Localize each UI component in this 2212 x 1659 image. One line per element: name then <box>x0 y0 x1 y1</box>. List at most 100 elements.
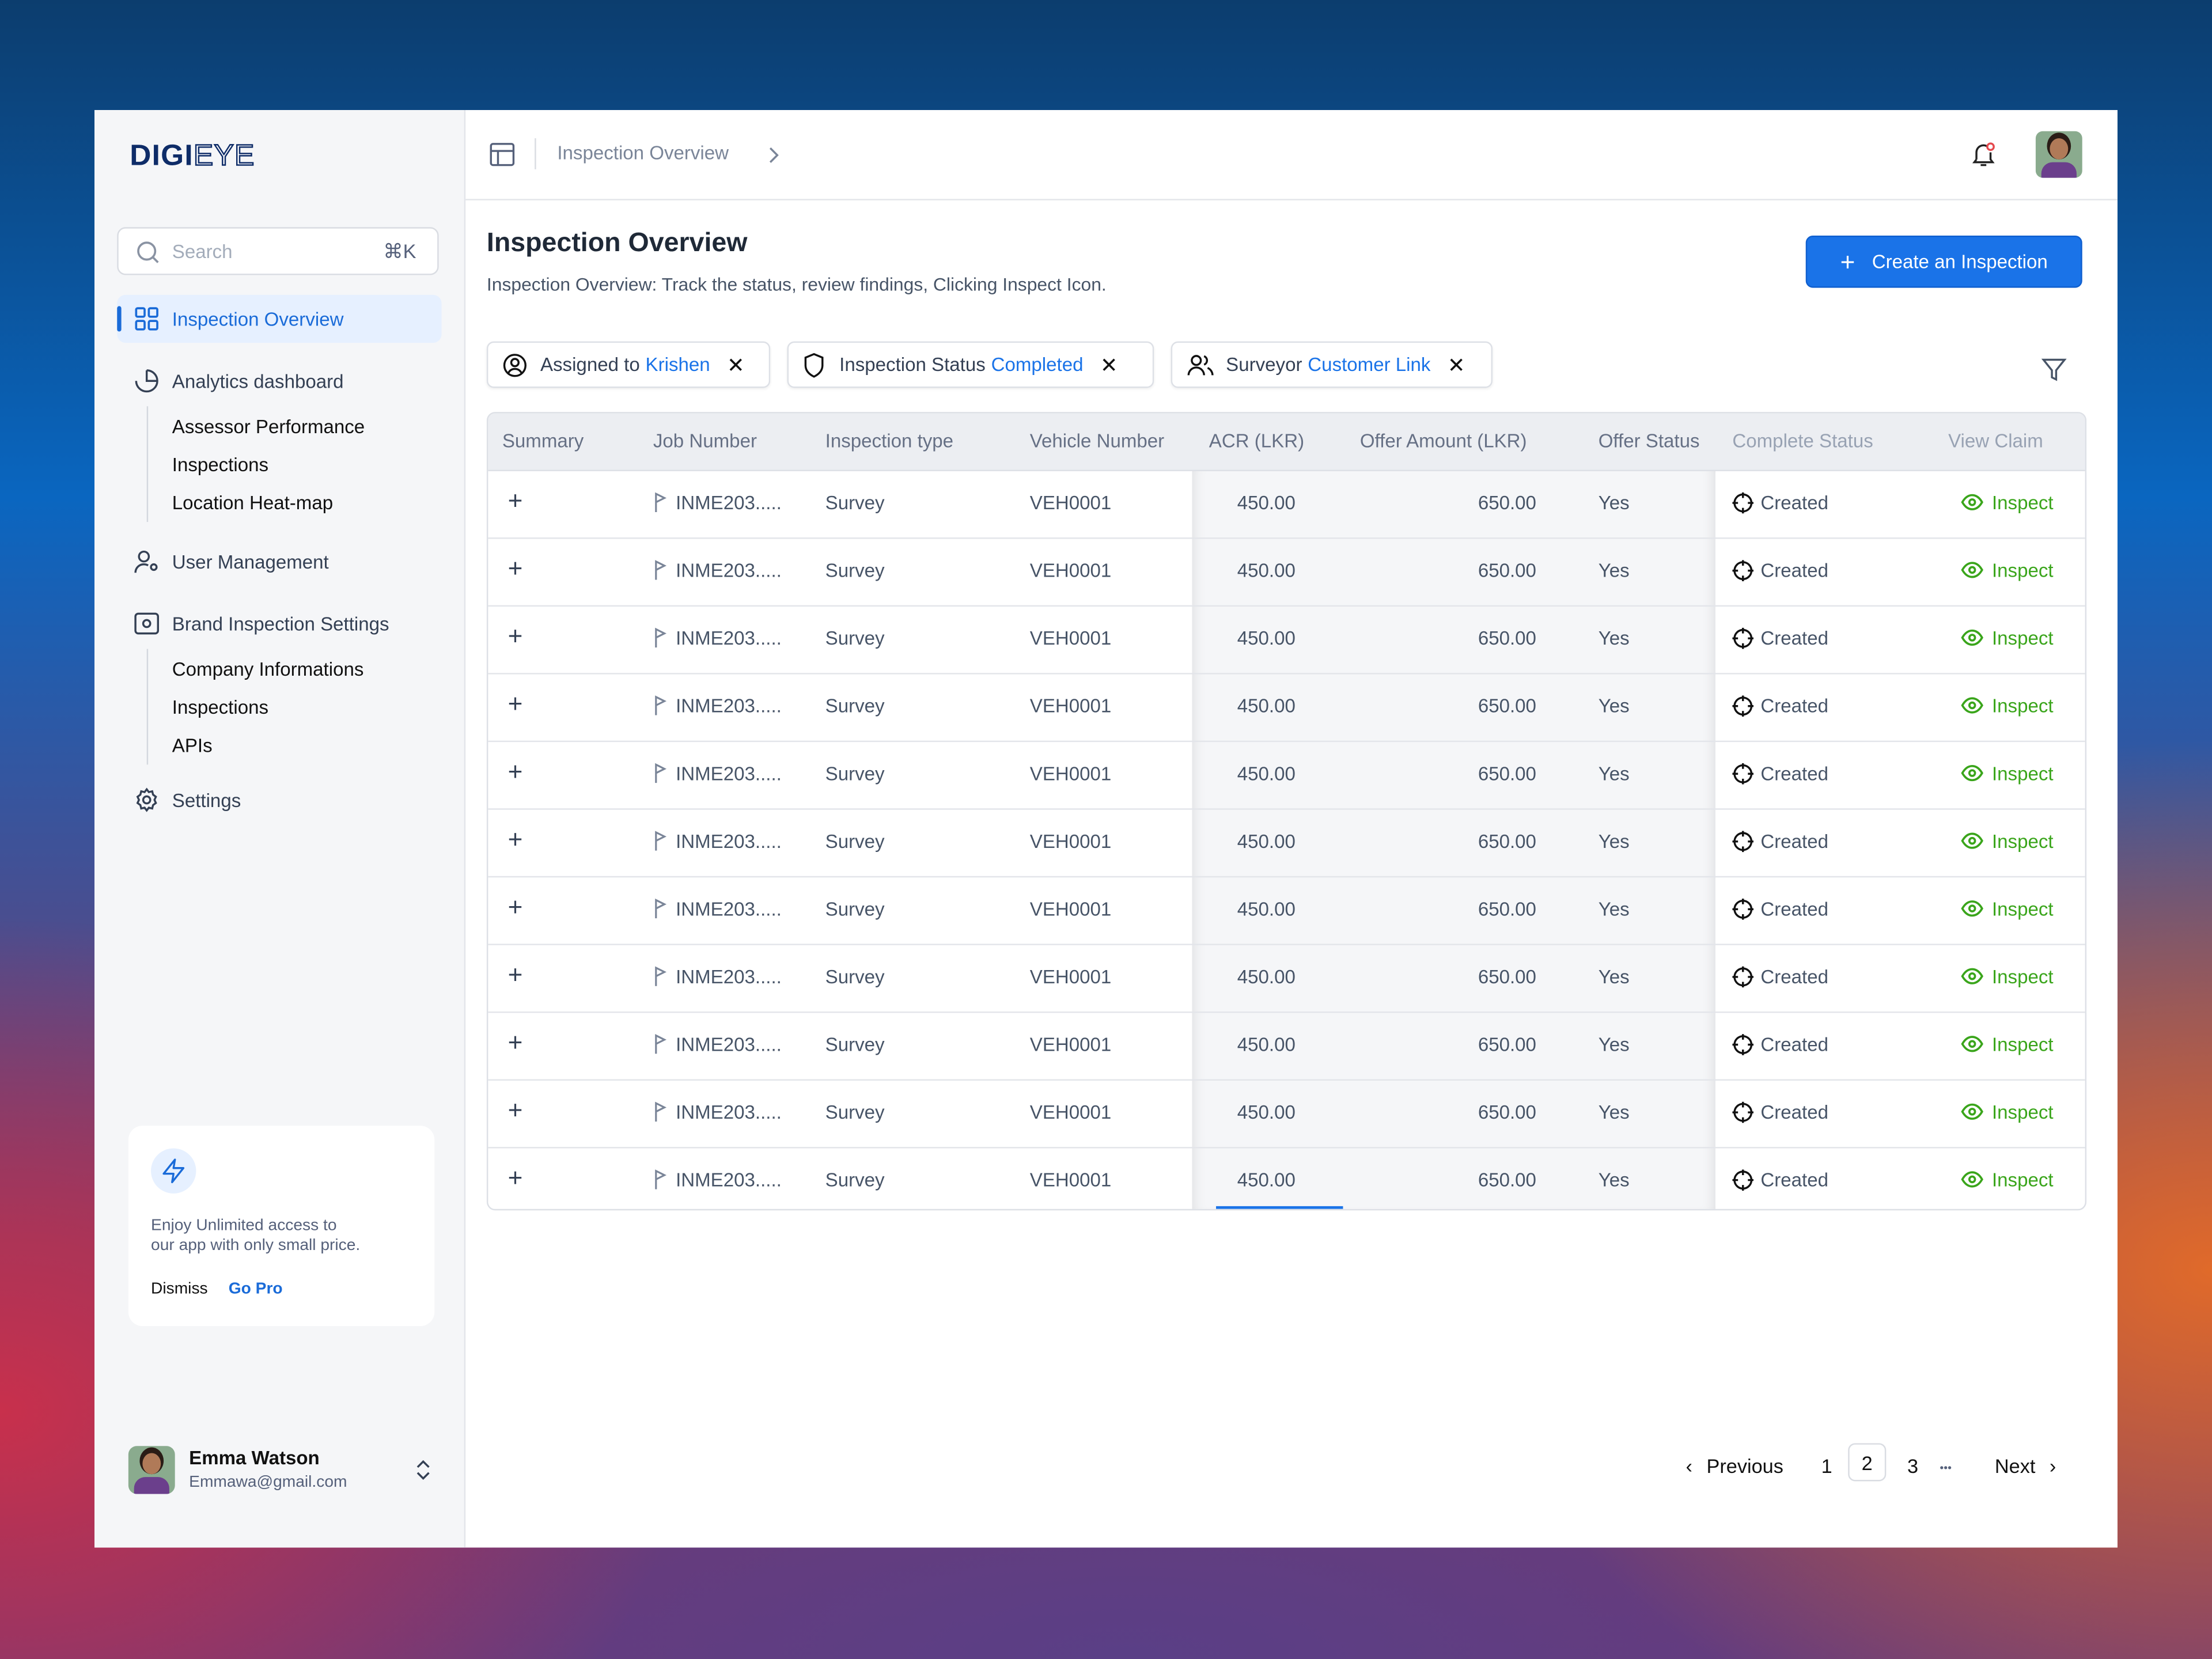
inspect-button[interactable]: Inspect <box>1961 763 2054 785</box>
column-header[interactable]: Offer Amount (LKR) <box>1359 430 1527 452</box>
filter-chip-surveyor[interactable]: Surveyor Customer Link ✕ <box>1171 341 1493 388</box>
column-header[interactable]: Inspection type <box>825 430 954 452</box>
job-number-cell[interactable]: INME203..... <box>653 492 782 513</box>
page-2-button[interactable]: 2 <box>1848 1443 1887 1482</box>
filter-icon[interactable] <box>2041 357 2067 382</box>
breadcrumb[interactable]: Inspection Overview <box>557 142 729 164</box>
job-number-cell[interactable]: INME203..... <box>653 695 782 717</box>
column-header[interactable]: Job Number <box>653 430 757 452</box>
column-header[interactable]: Complete Status <box>1732 430 1873 452</box>
offer-amount-cell: 650.00 <box>1478 695 1536 717</box>
close-icon[interactable]: ✕ <box>727 353 745 378</box>
sidebar-subitem-inspections[interactable]: Inspections <box>172 454 269 476</box>
inspect-button[interactable]: Inspect <box>1961 1169 2054 1191</box>
expand-plus-icon[interactable]: + <box>507 554 523 583</box>
main-content: Inspection Overview Inspection Overview … <box>465 110 2118 1548</box>
offer-status-cell: Yes <box>1598 627 1630 649</box>
create-inspection-button[interactable]: + Create an Inspection <box>1805 235 2082 288</box>
sidebar-item-label: Brand Inspection Settings <box>172 613 389 634</box>
complete-status-cell: Created <box>1732 966 1828 988</box>
job-number-cell[interactable]: INME203..... <box>653 966 782 987</box>
close-icon[interactable]: ✕ <box>1100 353 1118 378</box>
expand-plus-icon[interactable]: + <box>507 690 523 718</box>
job-number-cell[interactable]: INME203..... <box>653 1033 782 1055</box>
close-icon[interactable]: ✕ <box>1447 353 1465 378</box>
upgrade-card: Enjoy Unlimited access to our app with on… <box>128 1126 435 1327</box>
sidebar-item-settings[interactable]: Settings <box>117 776 441 824</box>
acr-cell: 450.00 <box>1237 966 1296 988</box>
page-1-button[interactable]: 1 <box>1821 1454 1832 1478</box>
layout-icon[interactable] <box>490 142 515 166</box>
plus-icon: + <box>1840 247 1855 276</box>
column-header[interactable]: Offer Status <box>1598 430 1700 452</box>
bell-icon[interactable] <box>1969 139 1998 168</box>
inspect-button[interactable]: Inspect <box>1961 560 2054 581</box>
table-row: + INME203..... Survey VEH0001 450.00 650.00 Ye… <box>488 673 2085 743</box>
sidebar-item-brand-inspection-settings[interactable]: Brand Inspection Settings <box>117 600 441 647</box>
inspect-button[interactable]: Inspect <box>1961 1102 2054 1123</box>
eye-icon <box>1961 1171 1983 1188</box>
expand-plus-icon[interactable]: + <box>507 1028 523 1057</box>
ellipsis: ••• <box>1940 1461 1952 1475</box>
inspect-button[interactable]: Inspect <box>1961 899 2054 920</box>
inspect-button[interactable]: Inspect <box>1961 967 2054 987</box>
offer-amount-cell: 650.00 <box>1478 966 1536 988</box>
eye-icon <box>1961 900 1983 917</box>
pie-chart-icon <box>132 367 161 395</box>
eye-icon <box>1961 562 1983 578</box>
sidebar-subitem-apis[interactable]: APIs <box>172 734 213 756</box>
expand-plus-icon[interactable]: + <box>507 893 523 922</box>
sidebar-item-user-management[interactable]: User Management <box>117 537 441 585</box>
column-header[interactable]: Summary <box>502 430 584 452</box>
column-header[interactable]: Vehicle Number <box>1029 430 1165 452</box>
horizontal-scrollbar[interactable] <box>1216 1206 1343 1209</box>
filter-chip-assigned[interactable]: Assigned to Krishen ✕ <box>486 341 771 388</box>
job-number-cell[interactable]: INME203..... <box>653 763 782 785</box>
sidebar-subitem-inspections[interactable]: Inspections <box>172 696 269 718</box>
eye-icon <box>1961 832 1983 849</box>
inspect-button[interactable]: Inspect <box>1961 628 2054 649</box>
column-header[interactable]: View Claim <box>1948 430 2043 452</box>
job-number-cell[interactable]: INME203..... <box>653 627 782 649</box>
sidebar-subitem-location-heatmap[interactable]: Location Heat-map <box>172 492 334 514</box>
go-pro-button[interactable]: Go Pro <box>228 1281 283 1298</box>
search-input[interactable]: Search ⌘K <box>117 227 439 275</box>
dismiss-button[interactable]: Dismiss <box>151 1281 208 1298</box>
previous-button[interactable]: ‹ Previous <box>1685 1454 1783 1478</box>
job-number-cell[interactable]: INME203..... <box>653 1101 782 1123</box>
expand-plus-icon[interactable]: + <box>507 1164 523 1192</box>
expand-plus-icon[interactable]: + <box>507 486 523 515</box>
job-number-cell[interactable]: INME203..... <box>653 1169 782 1191</box>
job-number-cell[interactable]: INME203..... <box>653 898 782 920</box>
filter-chip-inspection-status[interactable]: Inspection Status Completed ✕ <box>787 341 1154 388</box>
expand-plus-icon[interactable]: + <box>507 825 523 854</box>
inspect-button[interactable]: Inspect <box>1961 1034 2054 1055</box>
sidebar-item-analytics-dashboard[interactable]: Analytics dashboard <box>117 357 441 405</box>
offer-status-cell: Yes <box>1598 695 1630 717</box>
expand-plus-icon[interactable]: + <box>507 1096 523 1124</box>
page-3-button[interactable]: 3 <box>1907 1454 1919 1478</box>
vehicle-number-cell: VEH0001 <box>1029 899 1112 920</box>
offer-status-cell: Yes <box>1598 1101 1630 1123</box>
job-number-cell[interactable]: INME203..... <box>653 560 782 581</box>
chevron-up-down-icon[interactable] <box>415 1459 431 1481</box>
sidebar-subitem-assessor-performance[interactable]: Assessor Performance <box>172 416 365 438</box>
sidebar-subitem-company-informations[interactable]: Company Informations <box>172 658 364 680</box>
active-indicator <box>117 306 122 332</box>
expand-plus-icon[interactable]: + <box>507 757 523 786</box>
offer-status-cell: Yes <box>1598 492 1630 514</box>
expand-plus-icon[interactable]: + <box>507 960 523 989</box>
flag-icon <box>655 627 667 648</box>
inspect-button[interactable]: Inspect <box>1961 831 2054 852</box>
inspection-type-cell: Survey <box>825 899 885 920</box>
header-avatar[interactable] <box>2035 131 2082 178</box>
job-number-cell[interactable]: INME203..... <box>653 831 782 852</box>
expand-plus-icon[interactable]: + <box>507 622 523 650</box>
sidebar-item-inspection-overview[interactable]: Inspection Overview <box>117 294 442 343</box>
next-button[interactable]: Next › <box>1994 1454 2056 1478</box>
crosshair-icon <box>1732 492 1754 514</box>
column-header[interactable]: ACR (LKR) <box>1209 430 1305 452</box>
inspect-button[interactable]: Inspect <box>1961 695 2054 717</box>
inspect-button[interactable]: Inspect <box>1961 493 2054 513</box>
flag-icon <box>655 763 667 783</box>
